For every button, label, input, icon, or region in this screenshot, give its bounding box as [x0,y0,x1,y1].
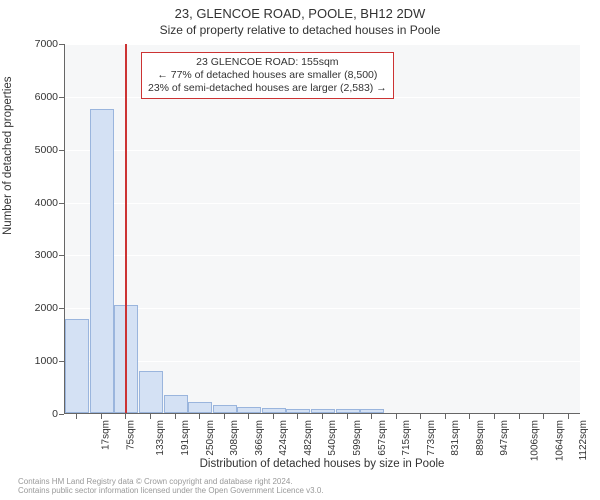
annotation-line-1: 23 GLENCOE ROAD: 155sqm [148,56,387,69]
x-tick-label: 250sqm [205,420,216,456]
bar [188,402,212,413]
x-tick-mark [322,414,323,419]
x-tick-label: 1006sqm [530,420,541,461]
y-tick-label: 4000 [8,197,58,209]
y-tick-label: 2000 [8,302,58,314]
x-tick-label: 657sqm [377,420,388,456]
y-tick-label: 3000 [8,249,58,261]
chart-subtitle: Size of property relative to detached ho… [0,21,600,41]
bar [65,319,89,413]
x-tick-mark [568,414,569,419]
x-tick-label: 715sqm [401,420,412,456]
y-tick-label: 6000 [8,91,58,103]
y-tick-label: 5000 [8,144,58,156]
gridline [65,361,580,362]
gridline [65,150,580,151]
chart-container: 23, GLENCOE ROAD, POOLE, BH12 2DW Size o… [0,0,600,500]
bar [139,371,163,413]
x-tick-label: 1122sqm [578,420,589,460]
footer-line-1: Contains HM Land Registry data © Crown c… [18,477,324,487]
y-tick-label: 0 [8,408,58,420]
x-tick-mark [101,414,102,419]
x-axis: 17sqm 75sqm 133sqm 191sqm 250sqm 308sqm 366sqm… [64,414,580,464]
x-tick-mark [445,414,446,419]
x-tick-mark [543,414,544,419]
annotation-line-3: 23% of semi-detached houses are larger (… [148,82,387,95]
x-tick-mark [347,414,348,419]
x-tick-mark [248,414,249,419]
gridline [65,203,580,204]
x-tick-mark [224,414,225,419]
x-tick-label: 482sqm [303,420,314,456]
x-tick-label: 75sqm [125,420,136,450]
x-tick-label: 308sqm [229,420,240,456]
y-axis: 01000200030004000500060007000 [0,44,64,414]
x-tick-mark [125,414,126,419]
bar [164,395,188,414]
x-tick-label: 540sqm [328,420,339,456]
x-tick-mark [76,414,77,419]
x-tick-mark [469,414,470,419]
x-tick-label: 889sqm [475,420,486,456]
marker-line [125,44,127,413]
x-tick-label: 366sqm [254,420,265,456]
y-tick-label: 7000 [8,38,58,50]
x-tick-mark [494,414,495,419]
bar [237,407,261,413]
x-tick-mark [420,414,421,419]
x-tick-mark [371,414,372,419]
x-tick-mark [199,414,200,419]
gridline [65,255,580,256]
footer-attribution: Contains HM Land Registry data © Crown c… [18,477,324,496]
gridline [65,308,580,309]
x-tick-mark [175,414,176,419]
y-tick-label: 1000 [8,355,58,367]
x-tick-mark [396,414,397,419]
chart-title: 23, GLENCOE ROAD, POOLE, BH12 2DW [0,0,600,21]
bar [311,409,335,413]
x-tick-label: 599sqm [352,420,363,456]
bar [286,409,310,413]
plot-area: 23 GLENCOE ROAD: 155sqm ← 77% of detache… [64,44,580,414]
x-tick-mark [519,414,520,419]
x-tick-mark [273,414,274,419]
x-tick-label: 424sqm [278,420,289,456]
x-tick-label: 17sqm [101,420,112,450]
x-tick-label: 191sqm [180,420,191,456]
gridline [65,44,580,45]
x-tick-label: 1064sqm [554,420,565,461]
annotation-box: 23 GLENCOE ROAD: 155sqm ← 77% of detache… [141,52,394,99]
x-tick-mark [297,414,298,419]
annotation-line-2: ← 77% of detached houses are smaller (8,… [148,69,387,82]
footer-line-2: Contains public sector information licen… [18,486,324,496]
bar [90,109,114,413]
bar [213,405,237,413]
bar [360,409,384,413]
x-tick-label: 947sqm [500,420,511,456]
bar [336,409,360,413]
x-tick-label: 133sqm [156,420,167,456]
x-tick-mark [150,414,151,419]
bar [262,408,286,413]
x-tick-label: 773sqm [426,420,437,456]
x-tick-label: 831sqm [450,420,461,456]
x-axis-label: Distribution of detached houses by size … [64,458,580,470]
